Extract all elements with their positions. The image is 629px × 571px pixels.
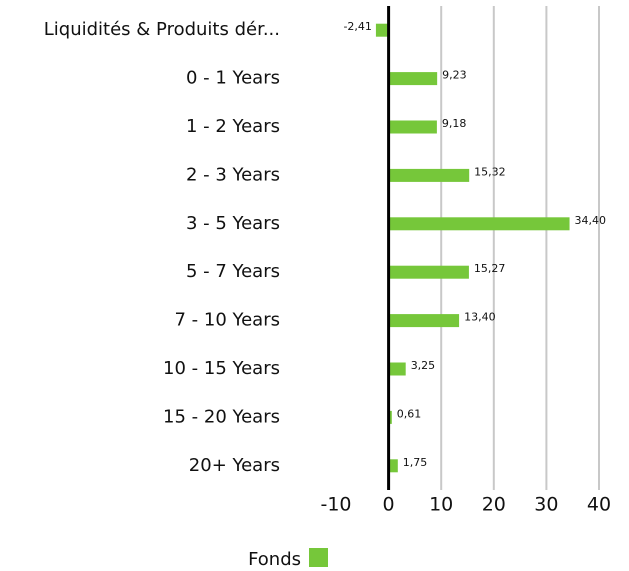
bar: [388, 410, 392, 424]
bar: [388, 265, 469, 279]
y-tick-label: 1 - 2 Years: [186, 116, 280, 137]
x-tick-label: 30: [534, 494, 558, 516]
bar: [388, 217, 570, 231]
y-tick-label: 5 - 7 Years: [186, 261, 280, 282]
value-label: 15,27: [474, 262, 506, 275]
value-label: -2,41: [343, 20, 371, 33]
y-tick-label: 15 - 20 Years: [163, 406, 280, 427]
bar: [388, 168, 470, 182]
y-tick-label: 3 - 5 Years: [186, 213, 280, 234]
bar: [375, 23, 389, 37]
y-tick-label: Liquidités & Produits dér...: [44, 19, 280, 40]
value-label: 15,32: [474, 165, 506, 178]
bar: [388, 362, 406, 376]
y-tick-label: 7 - 10 Years: [174, 310, 280, 331]
x-tick-label: 0: [383, 494, 395, 516]
bar: [388, 120, 437, 134]
value-label: 9,23: [442, 69, 467, 82]
x-tick-label: 40: [587, 494, 611, 516]
x-tick-label: 20: [482, 494, 506, 516]
y-tick-label: 0 - 1 Years: [186, 68, 280, 89]
x-tick-label: -10: [320, 494, 351, 516]
legend-label: Fonds: [248, 549, 301, 570]
value-label: 1,75: [403, 456, 428, 469]
bar: [388, 459, 398, 473]
y-tick-label: 2 - 3 Years: [186, 164, 280, 185]
legend-swatch: [309, 548, 328, 567]
value-label: 34,40: [575, 214, 607, 227]
x-tick-label: 10: [429, 494, 453, 516]
bar: [388, 72, 438, 86]
value-label: 13,40: [464, 311, 496, 324]
value-label: 3,25: [411, 359, 436, 372]
y-tick-label: 20+ Years: [189, 455, 280, 476]
bar: [388, 314, 460, 328]
value-label: 9,18: [442, 117, 467, 130]
y-tick-label: 10 - 15 Years: [163, 358, 280, 379]
value-label: 0,61: [397, 407, 422, 420]
